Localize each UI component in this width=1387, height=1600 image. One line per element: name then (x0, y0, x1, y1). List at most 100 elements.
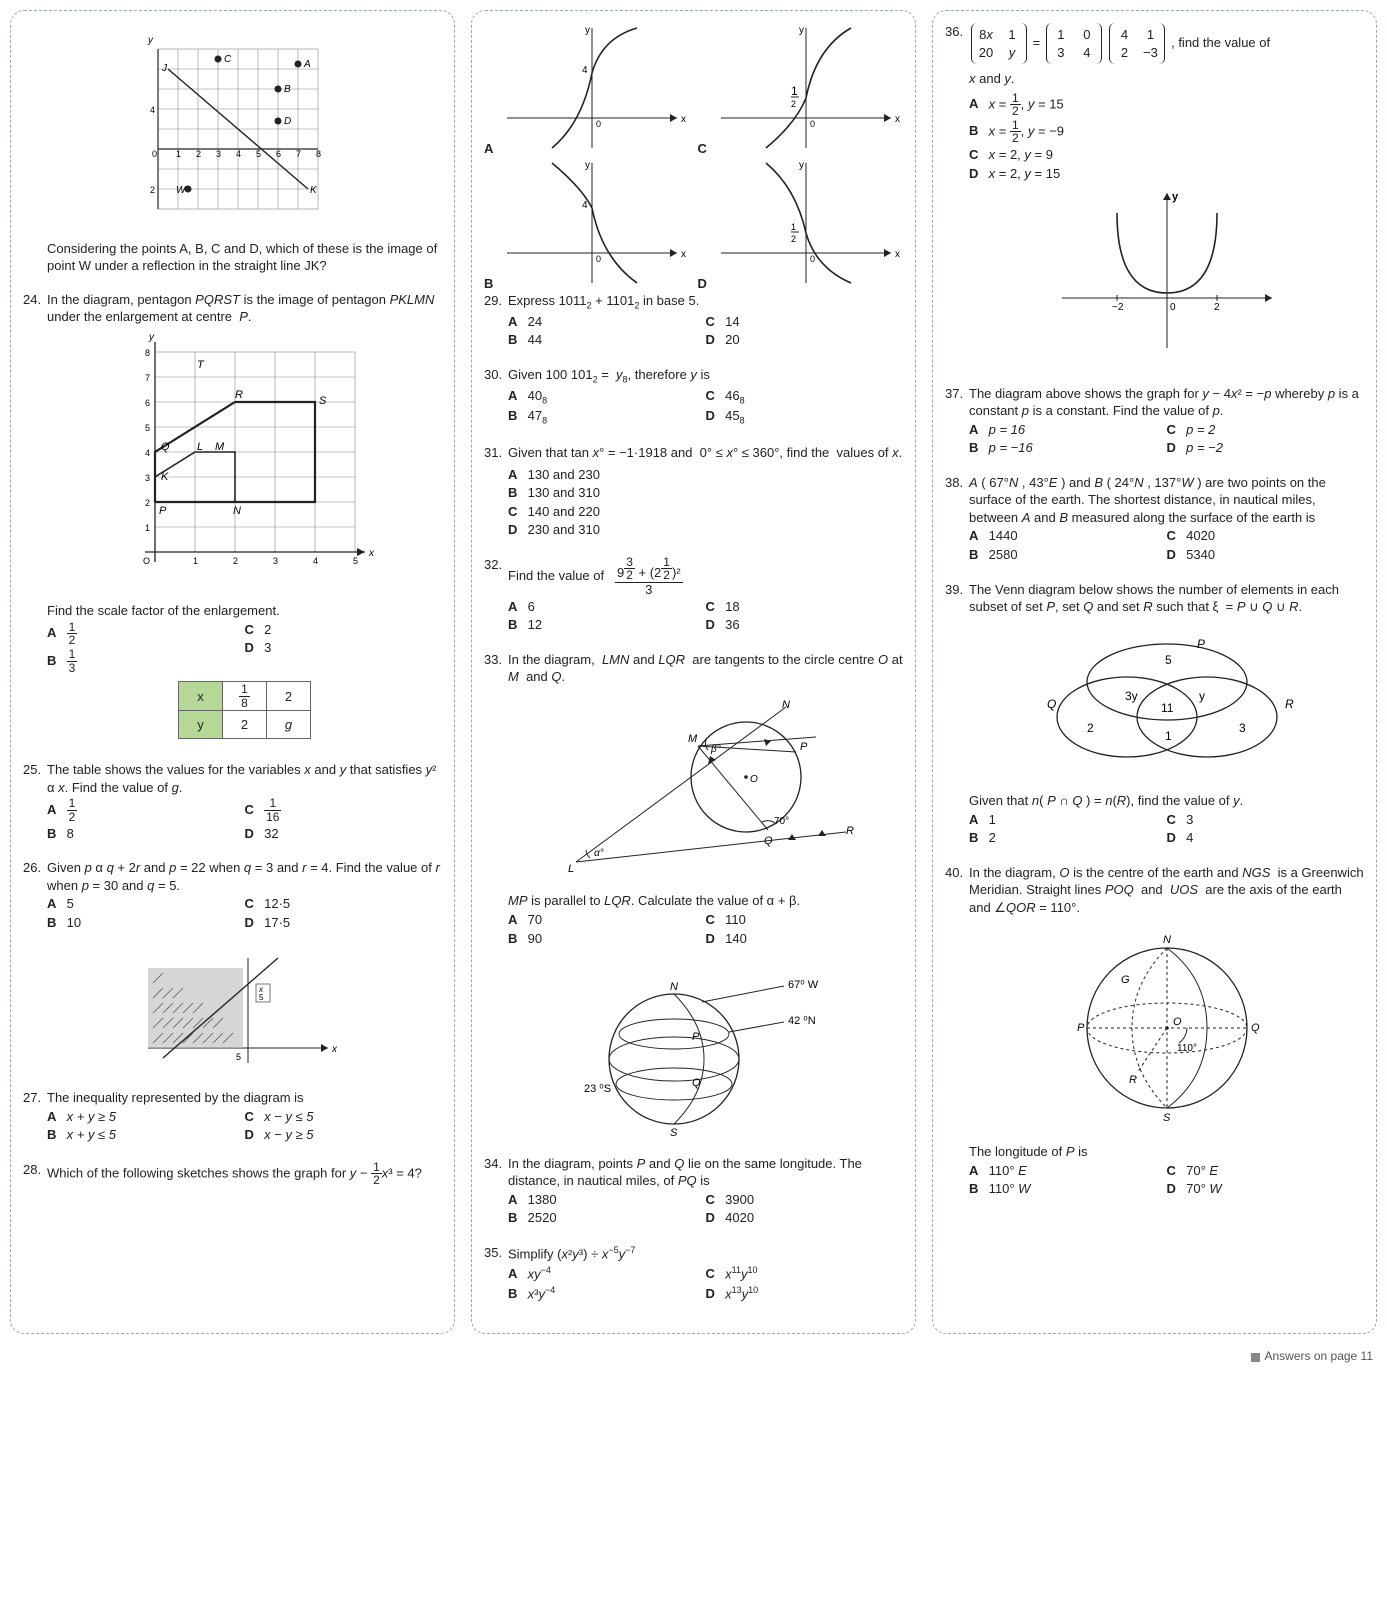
q40: 40. In the diagram, O is the centre of t… (945, 864, 1364, 1199)
svg-text:67⁰ W: 67⁰ W (788, 979, 819, 991)
svg-text:S: S (1163, 1112, 1171, 1124)
svg-text:x: x (895, 249, 900, 260)
svg-text:J: J (161, 63, 168, 74)
q27-diagram: x 5 x5 (23, 948, 442, 1083)
svg-text:α°: α° (594, 848, 604, 859)
q37-text: The diagram above shows the graph for y … (969, 385, 1364, 420)
svg-text:3: 3 (273, 556, 278, 566)
svg-text:R: R (1285, 697, 1294, 711)
svg-text:4: 4 (582, 65, 588, 76)
q34-text: In the diagram, points P and Q lie on th… (508, 1155, 903, 1190)
q28-text: Which of the following sketches shows th… (47, 1161, 442, 1187)
svg-text:8: 8 (316, 149, 321, 159)
q35-text: Simplify (x²y³) ÷ x−5y−7 (508, 1244, 903, 1263)
column-1: y 0 12345678 42 JK C A B D W Considering… (10, 10, 455, 1334)
q24-diagram: x y O 12345 12345678 T RS QM KL PN (47, 332, 442, 597)
column-3: 36. 8x120y = 1034 412−3 , find the value… (932, 10, 1377, 1334)
svg-text:P: P (1197, 637, 1205, 651)
svg-text:y: y (148, 332, 155, 343)
q39: 39. The Venn diagram below shows the num… (945, 581, 1364, 848)
q23-body: Considering the points A, B, C and D, wh… (47, 241, 437, 274)
svg-text:D: D (284, 116, 291, 127)
svg-text:5: 5 (353, 556, 358, 566)
q25-text: The table shows the values for the varia… (47, 761, 442, 796)
q28-charts-row1: A xy 04 C xy 0 1 2 (484, 23, 903, 158)
q32: 32. Find the value of 932 + (212)² 3 A 6… (484, 556, 903, 635)
q39-text: The Venn diagram below shows the number … (969, 581, 1364, 616)
svg-text:1: 1 (791, 84, 798, 98)
svg-text:5: 5 (236, 1052, 241, 1062)
q26: 26. Given p α q + 2r and p = 22 when q =… (23, 859, 442, 932)
q33: 33. In the diagram, LMN and LQR are tang… (484, 651, 903, 948)
q33-mp: MP is parallel to LQR. Calculate the val… (508, 892, 903, 910)
q24-table: x182 y2g (178, 681, 311, 739)
svg-text:2: 2 (1214, 302, 1220, 313)
q40-longp: The longitude of P is (969, 1143, 1364, 1161)
svg-text:S: S (319, 395, 327, 407)
svg-text:5: 5 (145, 423, 150, 433)
q30-text: Given 100 1012 = y8, therefore y is (508, 366, 903, 386)
q36-text: 8x120y = 1034 412−3 , find the value of (969, 23, 1364, 64)
svg-text:A: A (303, 59, 311, 70)
svg-text:7: 7 (145, 373, 150, 383)
svg-text:3y: 3y (1125, 689, 1138, 703)
q34-diagram: N S P Q 67⁰ W 42 ⁰N 23 ⁰S (484, 964, 903, 1149)
svg-text:y: y (147, 35, 154, 46)
svg-text:2: 2 (233, 556, 238, 566)
q29: 29. Express 10112 + 11012 in base 5. A 2… (484, 292, 903, 350)
svg-text:4: 4 (313, 556, 318, 566)
svg-text:1: 1 (791, 222, 796, 232)
svg-text:R: R (1129, 1074, 1137, 1086)
q25: 25. The table shows the values for the v… (23, 761, 442, 843)
svg-text:G: G (1121, 974, 1130, 986)
svg-text:23 ⁰S: 23 ⁰S (584, 1083, 611, 1095)
svg-text:Q: Q (161, 441, 170, 453)
svg-text:8: 8 (145, 348, 150, 358)
svg-text:2: 2 (150, 185, 155, 195)
q24-find: Find the scale factor of the enlargement… (47, 602, 442, 620)
svg-text:2: 2 (145, 498, 150, 508)
q26-text: Given p α q + 2r and p = 22 when q = 3 a… (47, 859, 442, 894)
svg-text:N: N (233, 505, 241, 517)
q38-text: A ( 67°N , 43°E ) and B ( 24°N , 137°W )… (969, 474, 1364, 527)
svg-text:Q: Q (1251, 1022, 1260, 1034)
svg-text:y: y (799, 160, 804, 171)
svg-text:3: 3 (145, 473, 150, 483)
q29-text: Express 10112 + 11012 in base 5. (508, 292, 903, 312)
svg-text:0: 0 (810, 254, 815, 264)
q35: 35. Simplify (x²y³) ÷ x−5y−7 A xy−4B x³y… (484, 1244, 903, 1304)
svg-text:Q: Q (692, 1077, 701, 1089)
page-footer: Answers on page 11 (0, 1344, 1387, 1374)
svg-text:P: P (159, 505, 167, 517)
svg-text:5: 5 (256, 149, 261, 159)
svg-text:4: 4 (145, 448, 150, 458)
q28-charts-row2: B xy 04 D xy 0 12 (484, 158, 903, 293)
q38: 38. A ( 67°N , 43°E ) and B ( 24°N , 137… (945, 474, 1364, 565)
svg-text:4: 4 (150, 105, 155, 115)
svg-text:5: 5 (1165, 653, 1172, 667)
svg-text:2: 2 (791, 234, 796, 244)
q23-grid-diagram: y 0 12345678 42 JK C A B D W (23, 29, 442, 234)
svg-text:1: 1 (193, 556, 198, 566)
svg-text:2: 2 (791, 99, 796, 109)
svg-text:R: R (235, 389, 243, 401)
q37: 37. The diagram above shows the graph fo… (945, 385, 1364, 458)
svg-text:Q: Q (1047, 697, 1056, 711)
svg-text:x: x (681, 114, 686, 125)
svg-text:N: N (670, 981, 678, 993)
svg-text:C: C (224, 54, 232, 65)
q24-text: In the diagram, pentagon PQRST is the im… (47, 291, 442, 326)
q36: 36. 8x120y = 1034 412−3 , find the value… (945, 23, 1364, 369)
svg-text:T: T (197, 359, 205, 371)
svg-text:5: 5 (259, 993, 264, 1002)
svg-text:6: 6 (276, 149, 281, 159)
svg-text:0: 0 (596, 254, 601, 264)
svg-text:0: 0 (1170, 302, 1176, 313)
svg-text:y: y (585, 25, 590, 36)
svg-text:β°: β° (710, 744, 721, 755)
svg-text:N: N (1163, 934, 1171, 946)
svg-text:y: y (1199, 689, 1205, 703)
svg-text:x: x (895, 114, 900, 125)
svg-text:3: 3 (216, 149, 221, 159)
svg-text:2: 2 (1087, 721, 1094, 735)
